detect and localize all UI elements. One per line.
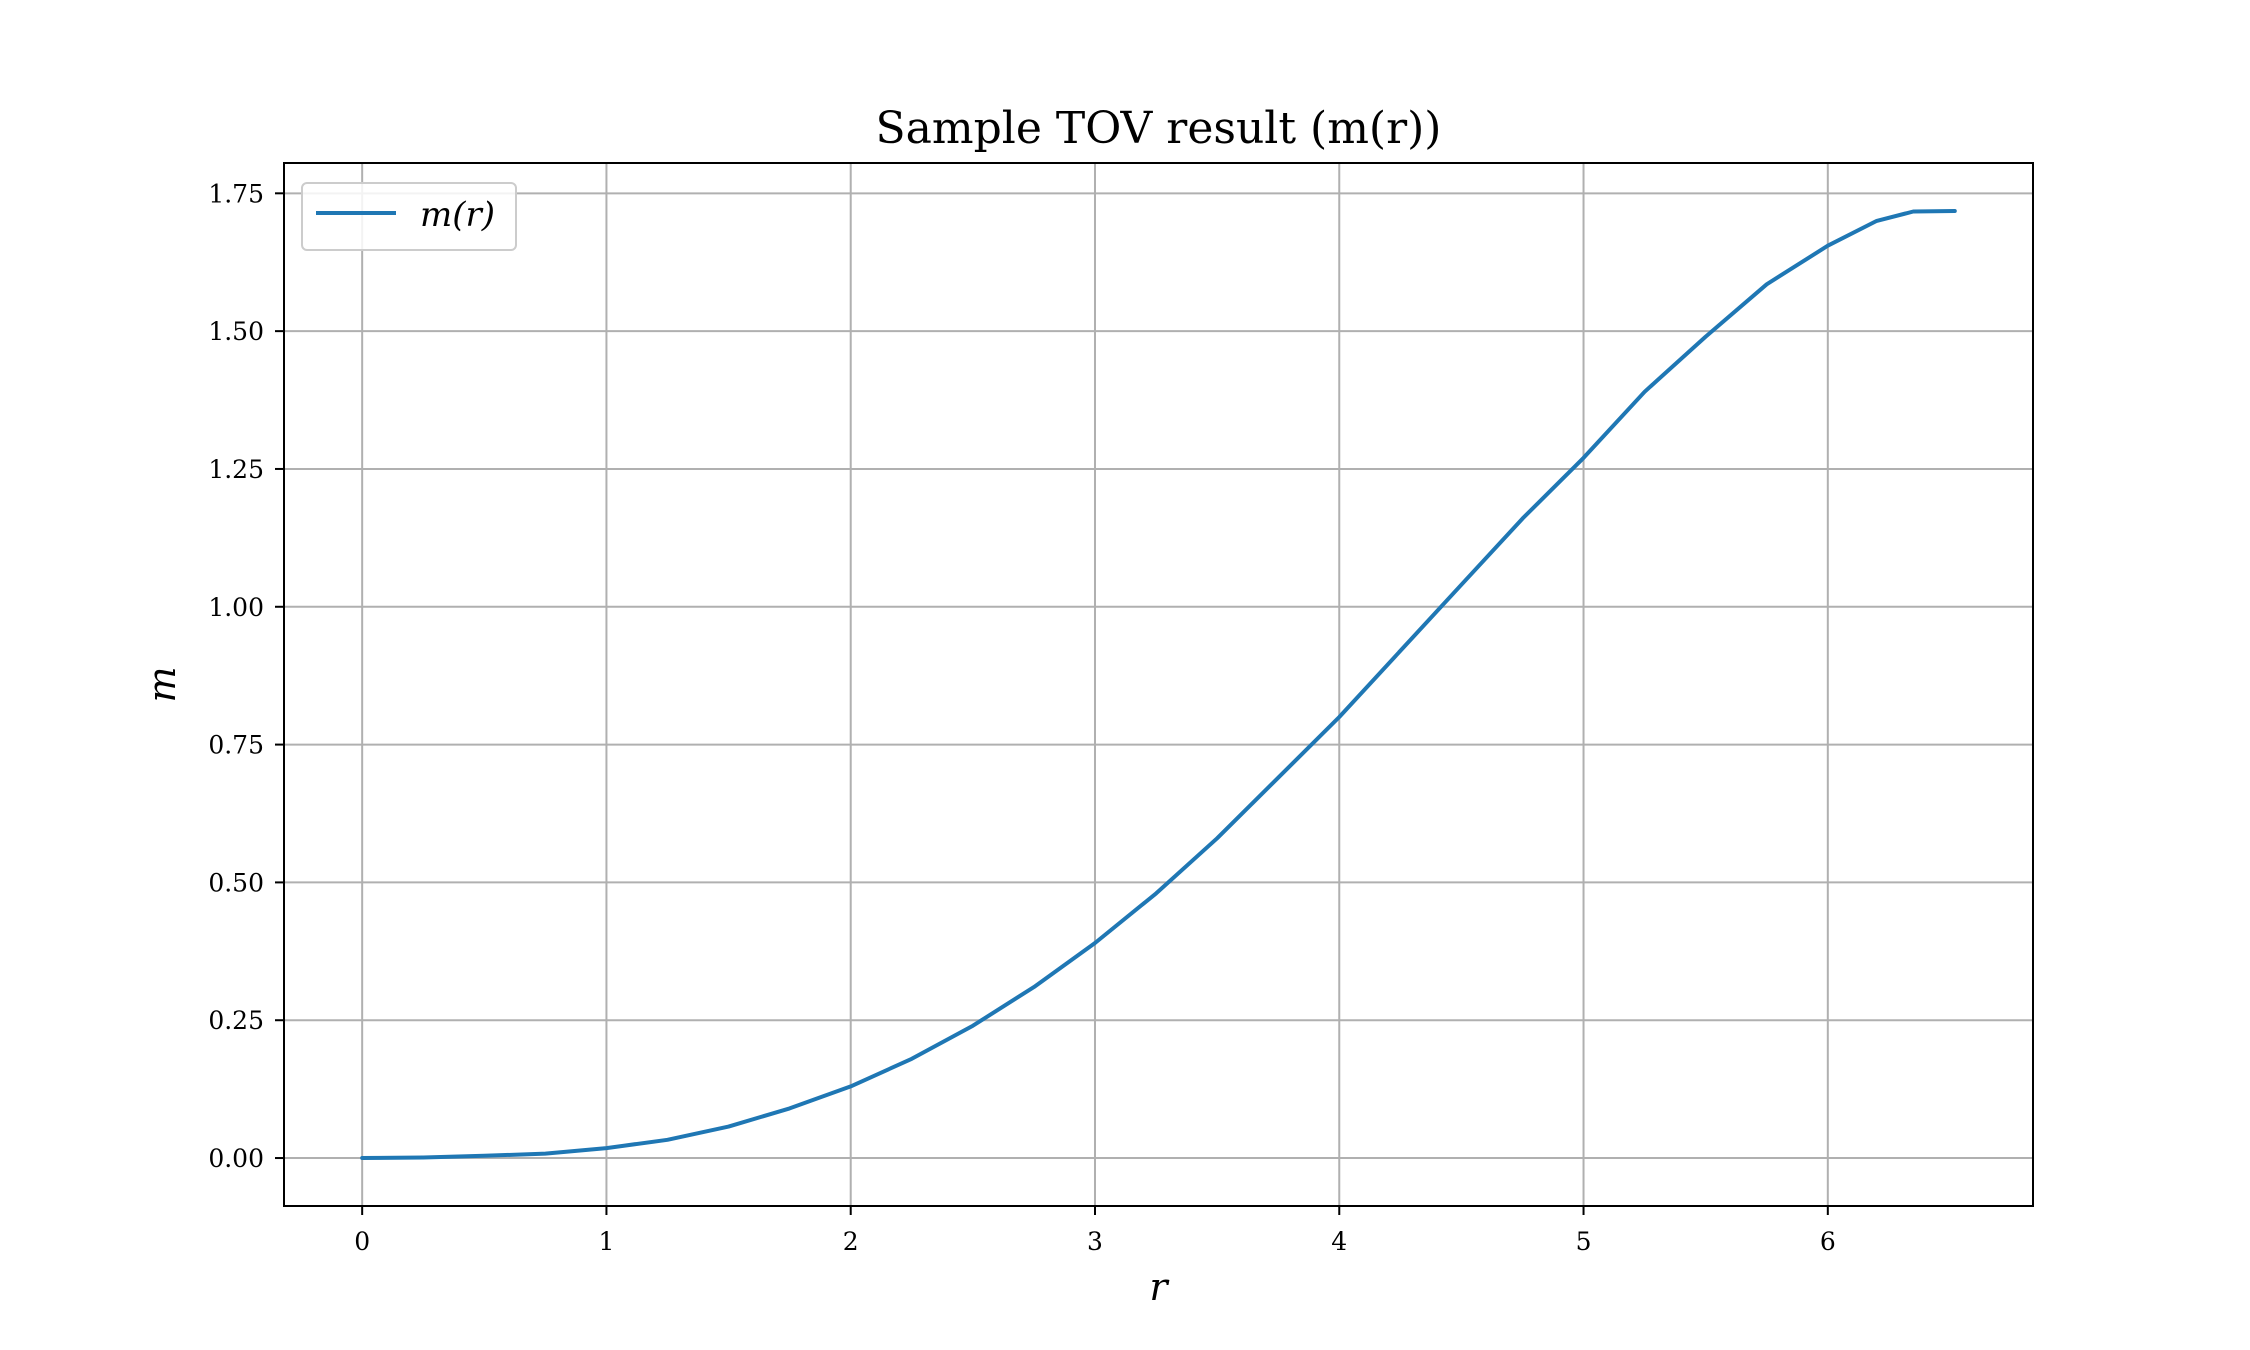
- y-gridlines: [284, 192, 2033, 1160]
- legend: m(r): [301, 182, 517, 251]
- y-tick-label: 1.50: [208, 317, 264, 346]
- x-tick-label: 3: [1087, 1227, 1103, 1256]
- x-axis-title: r: [1149, 1265, 1170, 1309]
- x-tick-label: 5: [1576, 1227, 1592, 1256]
- legend-label-m-r: m(r): [420, 195, 495, 235]
- y-tick-label: 1.25: [208, 455, 264, 484]
- series-line-m-r: [360, 209, 1957, 1160]
- series-layer: [360, 209, 1957, 1160]
- x-tick-label: 4: [1331, 1227, 1347, 1256]
- plot-area-frame: [283, 162, 2034, 1207]
- x-tick-label: 6: [1820, 1227, 1836, 1256]
- y-tick-label: 1.00: [208, 593, 264, 622]
- y-tick-label: 1.75: [208, 179, 264, 208]
- x-tick-label: 0: [354, 1227, 370, 1256]
- legend-box: [301, 182, 517, 251]
- y-axis-ticks: 0.00 0.25 0.50 0.75 1.00 1.25 1.50 1.75: [208, 179, 284, 1173]
- x-gridlines: [361, 163, 1829, 1206]
- y-axis-title: m: [140, 666, 184, 702]
- y-tick-label: 0.25: [208, 1006, 264, 1035]
- y-tick-label: 0.75: [208, 731, 264, 760]
- x-tick-label: 1: [598, 1227, 614, 1256]
- chart-title: Sample TOV result (m(r)): [876, 103, 1442, 154]
- x-axis-ticks: 0 1 2 3 4 5 6: [354, 1206, 1836, 1256]
- y-tick-label: 0.50: [208, 868, 264, 897]
- x-tick-label: 2: [843, 1227, 859, 1256]
- y-tick-label: 0.00: [208, 1144, 264, 1173]
